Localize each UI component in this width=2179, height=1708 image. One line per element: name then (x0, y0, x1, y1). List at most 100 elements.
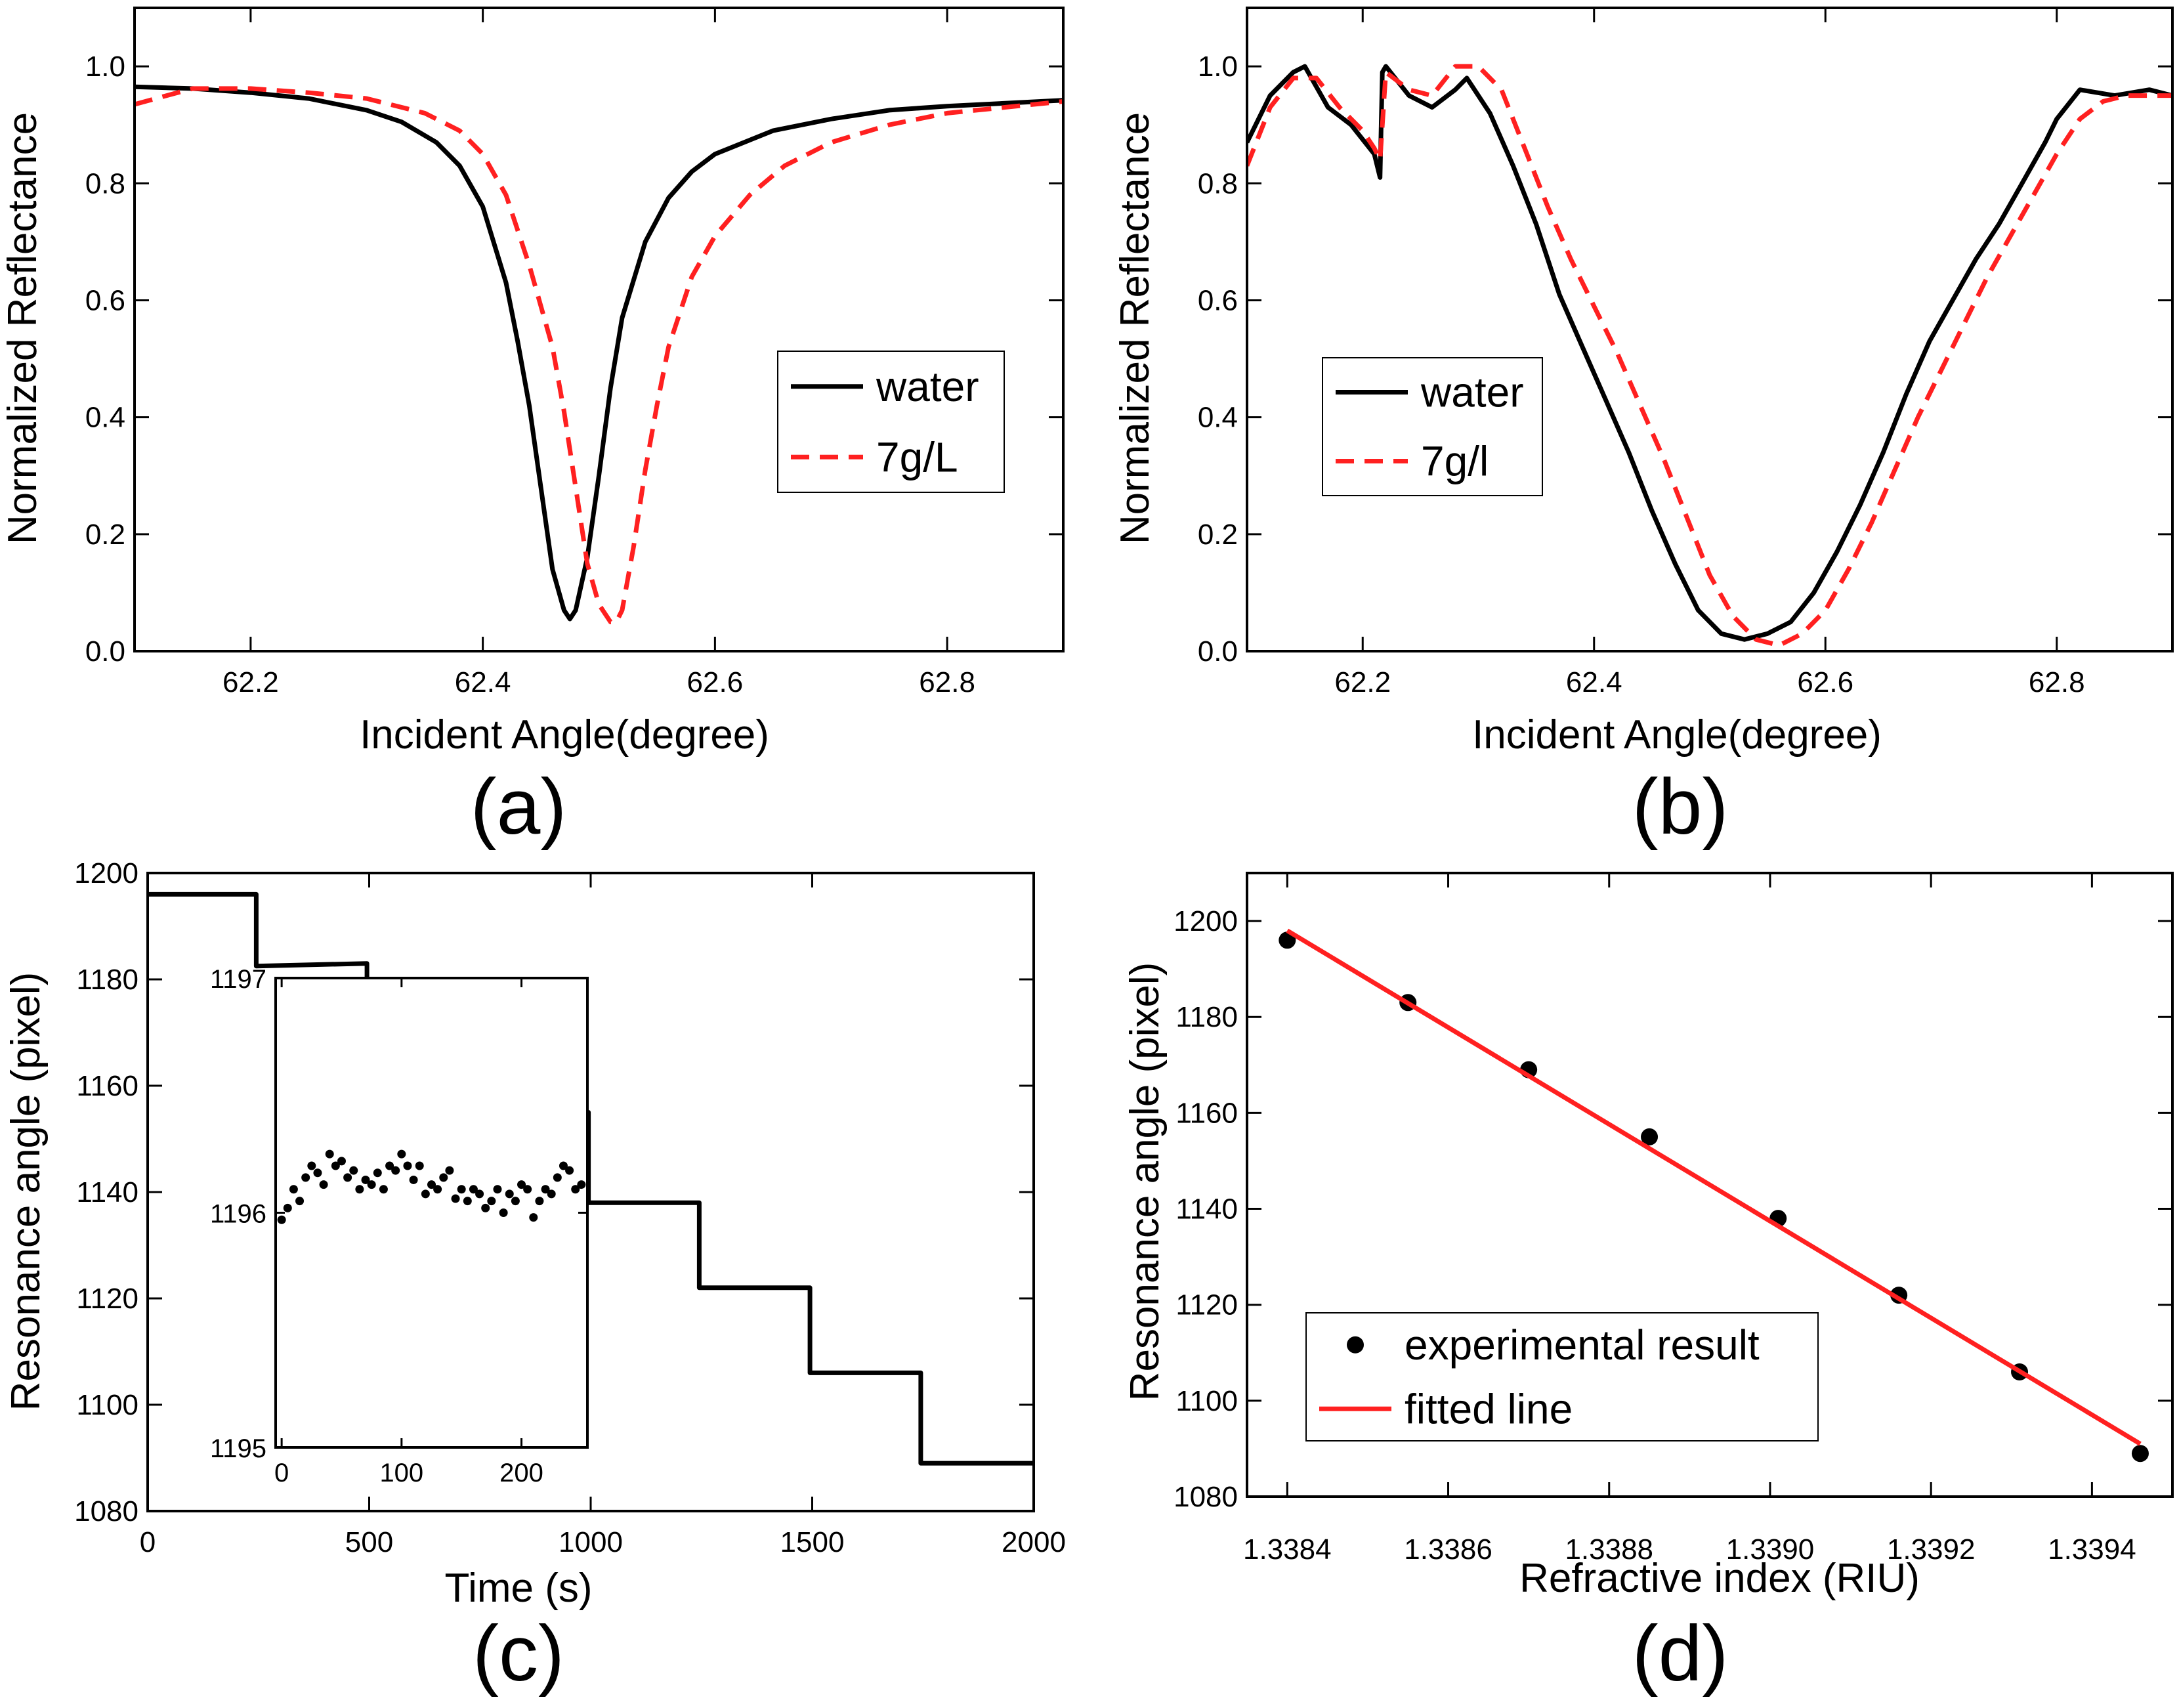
y-tick-label: 1.0 (1198, 51, 1238, 83)
panel-label: (d) (1632, 1610, 1729, 1697)
panel-label: (a) (471, 763, 567, 851)
inset-x-tick-label: 200 (499, 1459, 543, 1487)
inset-data-point (463, 1197, 472, 1206)
legend: water 7g/L (777, 351, 1005, 493)
legend-box (1322, 357, 1543, 496)
panel-label: (c) (473, 1610, 564, 1697)
inset-data-point (487, 1197, 496, 1206)
inset-background (276, 978, 587, 1447)
inset-data-point (577, 1180, 586, 1189)
y-axis-label: Normalized Reflectance (1112, 112, 1158, 544)
legend-label: 7g/L (876, 433, 958, 480)
x-tick-label: 62.2 (222, 666, 279, 698)
data-point (1641, 1128, 1659, 1145)
x-tick-label: 1.3394 (2048, 1533, 2136, 1566)
inset-data-point (373, 1168, 382, 1178)
y-axis-label: Normalized Reflectance (0, 112, 45, 544)
inset-y-tick-label: 1197 (210, 965, 266, 994)
inset-data-point (277, 1215, 286, 1224)
y-tick-label: 0.6 (1198, 284, 1238, 316)
inset-data-point (307, 1161, 316, 1170)
inset-x-tick-label: 100 (379, 1459, 423, 1487)
y-tick-label: 1200 (1174, 905, 1238, 937)
inset-data-point (511, 1197, 520, 1206)
y-tick-label: 1200 (74, 857, 138, 889)
x-tick-label: 1000 (559, 1526, 623, 1558)
y-tick-label: 0.8 (85, 167, 125, 200)
inset-data-point (283, 1203, 292, 1212)
inset-data-point (517, 1180, 526, 1189)
y-tick-label: 0.6 (85, 284, 125, 316)
legend-label: water (1420, 369, 1524, 416)
inset-data-point (475, 1189, 484, 1199)
inset-data-point (295, 1197, 305, 1206)
data-layer (135, 84, 1063, 624)
inset-data-point (421, 1189, 430, 1199)
inset-data-point (409, 1175, 418, 1184)
y-tick-label: 1100 (1175, 1385, 1238, 1417)
plot-frame (1246, 872, 2174, 1498)
inset-data-point (349, 1166, 358, 1175)
inset-data-point (439, 1173, 448, 1182)
inset-data-point (547, 1189, 556, 1199)
data-point (1279, 931, 1296, 949)
y-tick-label: 0.4 (1198, 402, 1238, 434)
series-line-water (135, 84, 1063, 622)
series-line-7g-l (1247, 64, 2172, 648)
inset-data-point (325, 1149, 334, 1159)
inset-data-point (367, 1180, 376, 1189)
y-tick-label: 1.0 (85, 51, 125, 83)
inset-data-point (319, 1180, 328, 1189)
inset-data-point (541, 1185, 550, 1194)
inset-plot: 0 100 200 1195 1196 1197 (210, 965, 589, 1487)
x-tick-label: 1.3386 (1404, 1533, 1492, 1566)
data-layer (1279, 928, 2149, 1462)
panel-d: 1.3384 1.3386 1.3388 1.3390 1.3392 1.3394 1080… (1122, 872, 2174, 1697)
plot-frame (133, 7, 1065, 652)
x-axis-label: Refractive index (RIU) (1519, 1556, 1920, 1601)
y-axis-label: Resonance angle (pixel) (3, 972, 49, 1411)
x-tick-label: 62.6 (687, 666, 744, 698)
legend: water 7g/l (1322, 357, 1543, 496)
x-axis-label: Incident Angle(degree) (1472, 712, 1882, 758)
inset-data-point (355, 1185, 364, 1194)
inset-data-point (445, 1166, 454, 1175)
inset-data-point (571, 1185, 580, 1194)
inset-data-point (397, 1149, 406, 1159)
x-tick-label: 62.2 (1334, 666, 1391, 698)
y-tick-label: 0.4 (85, 402, 125, 434)
legend: experimental result fitted line (1305, 1312, 1819, 1441)
series-line-water (1247, 64, 2172, 642)
legend-label: water (876, 363, 979, 410)
inset-data-point (379, 1185, 388, 1194)
x-tick-label: 62.6 (1797, 666, 1853, 698)
inset-data-point (391, 1166, 400, 1175)
inset-data-point (553, 1173, 562, 1182)
x-tick-label: 1500 (780, 1526, 845, 1558)
inset-data-point (565, 1166, 574, 1175)
legend-label: fitted line (1405, 1385, 1573, 1432)
inset-data-point (289, 1185, 298, 1194)
inset-data-point (313, 1168, 322, 1178)
y-tick-label: 1120 (1175, 1289, 1238, 1321)
y-tick-label: 0.2 (85, 519, 125, 551)
inset-y-tick-label: 1195 (210, 1434, 266, 1463)
x-tick-label: 1.3390 (1726, 1533, 1815, 1566)
inset-data-point (493, 1185, 502, 1194)
x-tick-label: 62.8 (2029, 666, 2085, 698)
y-tick-label: 1080 (74, 1495, 138, 1527)
panel-b: 62.2 62.4 62.6 62.8 0.0 0.2 0.4 0.6 0.8 1.0 Incide… (1112, 7, 2174, 851)
x-tick-label: 62.8 (919, 666, 975, 698)
inset-data-point (481, 1203, 490, 1212)
x-axis-label: Time (s) (445, 1566, 593, 1611)
x-tick-label: 1.3384 (1243, 1533, 1332, 1566)
y-tick-label: 1180 (76, 964, 138, 996)
inset-data-point (361, 1175, 370, 1184)
inset-data-point (505, 1189, 514, 1199)
y-tick-label: 1160 (1175, 1097, 1238, 1129)
data-point (2131, 1445, 2149, 1462)
x-tick-label: 2000 (1002, 1526, 1066, 1558)
series-line-fitted-line (1286, 928, 2142, 1446)
inset-data-point (403, 1161, 412, 1170)
